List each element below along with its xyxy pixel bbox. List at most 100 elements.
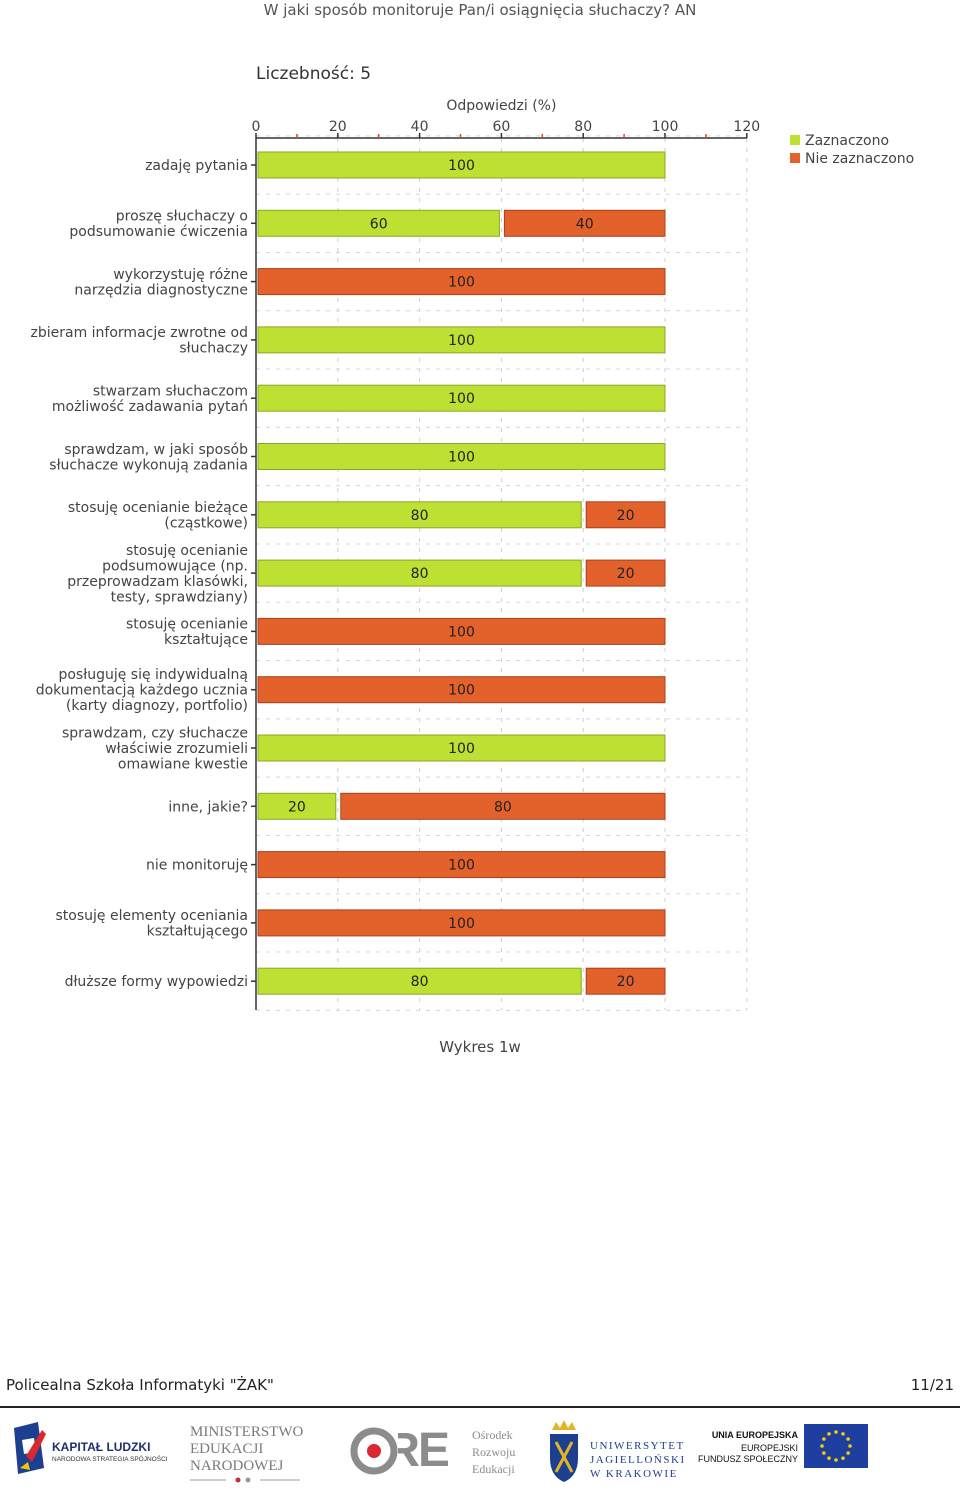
bar-zaznaczono <box>257 734 666 762</box>
data-label-zaznaczono: 100 <box>448 391 475 407</box>
bar-zaznaczono <box>257 559 582 587</box>
category-label-line: właściwie zrozumieli <box>105 741 248 757</box>
category-label-line: stosuję ocenianie <box>126 617 248 633</box>
bar-zaznaczono <box>257 967 582 995</box>
category-label-line: sprawdzam, czy słuchacze <box>62 726 248 742</box>
page-number: 11/21 <box>910 1376 954 1394</box>
eu-star <box>822 1451 826 1455</box>
eu-star <box>846 1451 850 1455</box>
eu-star <box>827 1432 831 1436</box>
category-label: stosuję ocenianie podsumowujące (np. przep… <box>67 543 248 606</box>
ore-line-2: Rozwoju <box>472 1445 516 1459</box>
ue-line-1: UNIA EUROPEJSKA <box>711 1430 798 1440</box>
category-label-line: inne, jakie? <box>168 799 248 815</box>
bar-zaznaczono <box>257 209 500 237</box>
bar-nie-zaznaczono <box>585 967 666 995</box>
bar-chart: Liczebność: 5 Odpowiedzi (%) 0 20 40 60 80 100 1… <box>31 64 914 1011</box>
chart-title: W jaki sposób monitoruje Pan/i osiągnięc… <box>263 1 697 19</box>
data-label-zaznaczono: 100 <box>448 158 475 174</box>
category-label: sprawdzam, w jaki sposób słuchacze wykonu… <box>49 442 248 474</box>
category-label: dłuższe formy wypowiedzi <box>65 974 248 990</box>
kapital-ludzki-logo: KAPITAŁ LUDZKI NARODOWA STRATEGIA SPÓJNO… <box>8 1418 173 1484</box>
category-label-line: omawiane kwestie <box>118 757 248 773</box>
footer-school-name: Policealna Szkoła Informatyki "ŻAK" <box>6 1376 274 1394</box>
category-label-line: nie monitoruję <box>146 858 248 874</box>
ue-efs-logo: UNIA EUROPEJSKA EUROPEJSKI FUNDUSZ SPOŁE… <box>698 1418 876 1484</box>
category-label-line: sprawdzam, w jaki sposób <box>64 442 248 458</box>
kl-title: KAPITAŁ LUDZKI <box>52 1440 151 1454</box>
men-line-1: MINISTERSTWO <box>190 1424 304 1440</box>
data-label-nie-zaznaczono: 20 <box>617 566 635 582</box>
men-logo: MINISTERSTWO EDUKACJI NARODOWEJ <box>188 1418 318 1484</box>
data-label-zaznaczono: 100 <box>448 741 475 757</box>
data-label-zaznaczono: 100 <box>448 450 475 466</box>
ore-logo: ORE Ośrodek Rozwoju Edukacji <box>350 1418 530 1484</box>
category-label-line: zadaję pytania <box>145 158 248 174</box>
kl-subtitle: NARODOWA STRATEGIA SPÓJNOŚCI <box>52 1456 168 1463</box>
bar-zaznaczono <box>257 501 582 529</box>
uj-line-2: JAGIELLOŃSKI <box>590 1454 686 1466</box>
bar-nie-zaznaczono <box>257 676 666 704</box>
men-line-2: EDUKACJI <box>190 1441 264 1457</box>
eu-star <box>827 1456 831 1460</box>
bar-zaznaczono <box>257 792 337 820</box>
eu-star <box>820 1444 824 1448</box>
data-label-nie-zaznaczono: 100 <box>448 858 475 874</box>
bar-zaznaczono <box>257 443 666 470</box>
category-label: nie monitoruję <box>146 858 248 874</box>
legend-swatch <box>790 135 800 145</box>
x-tick-label: 0 <box>252 119 261 135</box>
footer-divider <box>0 1406 960 1408</box>
ore-mark: ORE <box>350 1424 449 1477</box>
category-label: proszę słuchaczy o podsumowanie ćwiczenia <box>69 209 248 241</box>
category-label: zbieram informacje zwrotne od słuchaczy <box>31 325 249 357</box>
category-label: stwarzam słuchaczom możliwość zadawania p… <box>52 383 248 415</box>
category-label: zadaję pytania <box>145 158 248 174</box>
bar-nie-zaznaczono <box>257 268 666 296</box>
category-label-line: zbieram informacje zwrotne od <box>31 325 249 341</box>
data-label-nie-zaznaczono: 100 <box>448 683 475 699</box>
ue-line-3: FUNDUSZ SPOŁECZNY <box>697 1454 798 1464</box>
bar-nie-zaznaczono <box>585 501 666 529</box>
category-label: stosuję ocenianie bieżące (cząstkowe) <box>68 500 248 532</box>
data-label-nie-zaznaczono: 40 <box>576 216 594 232</box>
uj-logo: UNIWERSYTET JAGIELLOŃSKI W KRAKOWIE <box>546 1418 686 1484</box>
category-label: stosuję elementy oceniania kształtującego <box>56 908 249 940</box>
legend-swatch <box>790 153 800 163</box>
men-line-3: NARODOWEJ <box>190 1458 284 1474</box>
category-label-line: stosuję ocenianie <box>126 543 248 559</box>
category-label-line: słuchacze wykonują zadania <box>49 457 248 473</box>
x-tick-label: 40 <box>411 119 429 135</box>
category-label: stosuję ocenianie kształtujące <box>126 617 248 649</box>
data-label-zaznaczono: 80 <box>411 974 429 990</box>
eu-star <box>841 1432 845 1436</box>
category-label-line: dokumentacją każdego ucznia <box>36 683 248 699</box>
eu-star <box>822 1437 826 1441</box>
x-tick-label: 20 <box>329 119 347 135</box>
bar-nie-zaznaczono <box>340 792 666 820</box>
ue-line-2: EUROPEJSKI <box>740 1443 798 1453</box>
category-label-line: (karty diagnozy, portfolio) <box>66 698 248 714</box>
data-label-nie-zaznaczono: 80 <box>494 799 512 815</box>
category-label-line: testy, sprawdziany) <box>111 589 248 605</box>
ore-line-1: Ośrodek <box>472 1428 513 1442</box>
category-label: sprawdzam, czy słuchacze właściwie zrozum… <box>62 726 248 773</box>
category-label-line: stwarzam słuchaczom <box>93 383 248 399</box>
eu-star <box>834 1458 838 1462</box>
legend-label: Nie zaznaczono <box>805 151 914 167</box>
legend-label: Zaznaczono <box>805 133 889 149</box>
bar-zaznaczono <box>257 326 666 354</box>
bar-zaznaczono <box>257 151 666 179</box>
category-label-line: podsumowanie ćwiczenia <box>69 224 248 240</box>
category-label-line: wykorzystuję różne <box>113 267 248 283</box>
chart-subtitle: Liczebność: 5 <box>256 64 371 84</box>
category-label-line: słuchaczy <box>179 341 248 357</box>
category-label-line: stosuję ocenianie bieżące <box>68 500 248 516</box>
category-label-line: stosuję elementy oceniania <box>56 908 249 924</box>
category-label: inne, jakie? <box>168 799 248 815</box>
category-label: posługuję się indywidualną dokumentacją k… <box>36 667 248 714</box>
category-label-line: kształtującego <box>147 924 248 940</box>
category-label-line: przeprowadzam klasówki, <box>67 574 248 590</box>
x-tick-label: 80 <box>574 119 592 135</box>
category-label-line: proszę słuchaczy o <box>116 209 248 225</box>
